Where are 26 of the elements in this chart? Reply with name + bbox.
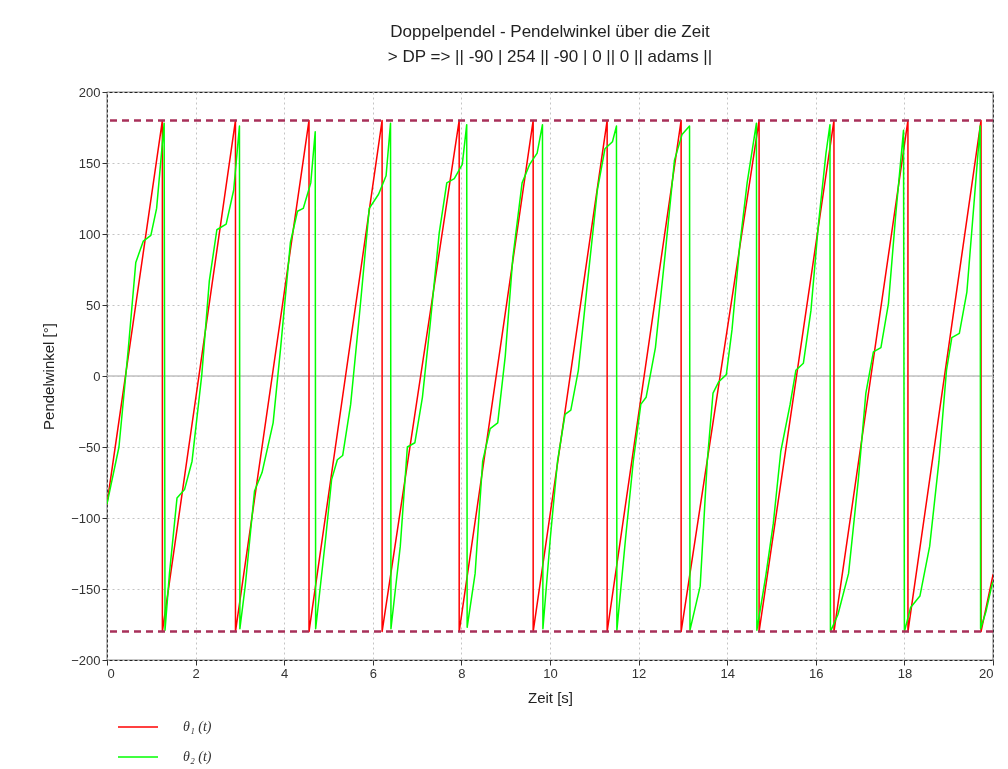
x-tick-label: 20 xyxy=(979,665,994,681)
x-tick-label: 14 xyxy=(720,665,735,681)
x-tick-label: 4 xyxy=(281,665,289,681)
legend-label: θ₂ (t) xyxy=(183,749,212,765)
y-tick-label: −150 xyxy=(71,581,101,597)
legend-label: θ₁ (t) xyxy=(183,719,212,735)
y-tick-label: 150 xyxy=(78,155,101,171)
y-tick-label: 0 xyxy=(93,368,101,384)
y-tick-label: 100 xyxy=(78,226,101,242)
x-tick-label: 18 xyxy=(897,665,913,681)
chart-title: Doppelpendel - Pendelwinkel über die Zeit xyxy=(390,22,710,41)
x-axis-title: Zeit [s] xyxy=(527,688,574,706)
x-tick-label: 10 xyxy=(543,665,558,681)
x-tick-label: 0 xyxy=(107,665,115,681)
y-tick-label: 200 xyxy=(78,84,101,100)
x-tick-label: 2 xyxy=(192,665,200,681)
y-tick-label: −50 xyxy=(78,439,101,455)
y-tick-label: −200 xyxy=(71,652,101,668)
x-tick-label: 12 xyxy=(631,665,647,681)
y-tick-label: −100 xyxy=(71,510,101,526)
x-tick-label: 8 xyxy=(458,665,466,681)
x-tick-label: 16 xyxy=(809,665,824,681)
chart-subtitle: > DP => || -90 | 254 || -90 | 0 || 0 || adams || xyxy=(387,47,713,66)
y-axis-title: Pendelwinkel [°] xyxy=(40,323,58,430)
y-tick-label: 50 xyxy=(86,297,101,313)
x-tick-label: 6 xyxy=(369,665,377,681)
